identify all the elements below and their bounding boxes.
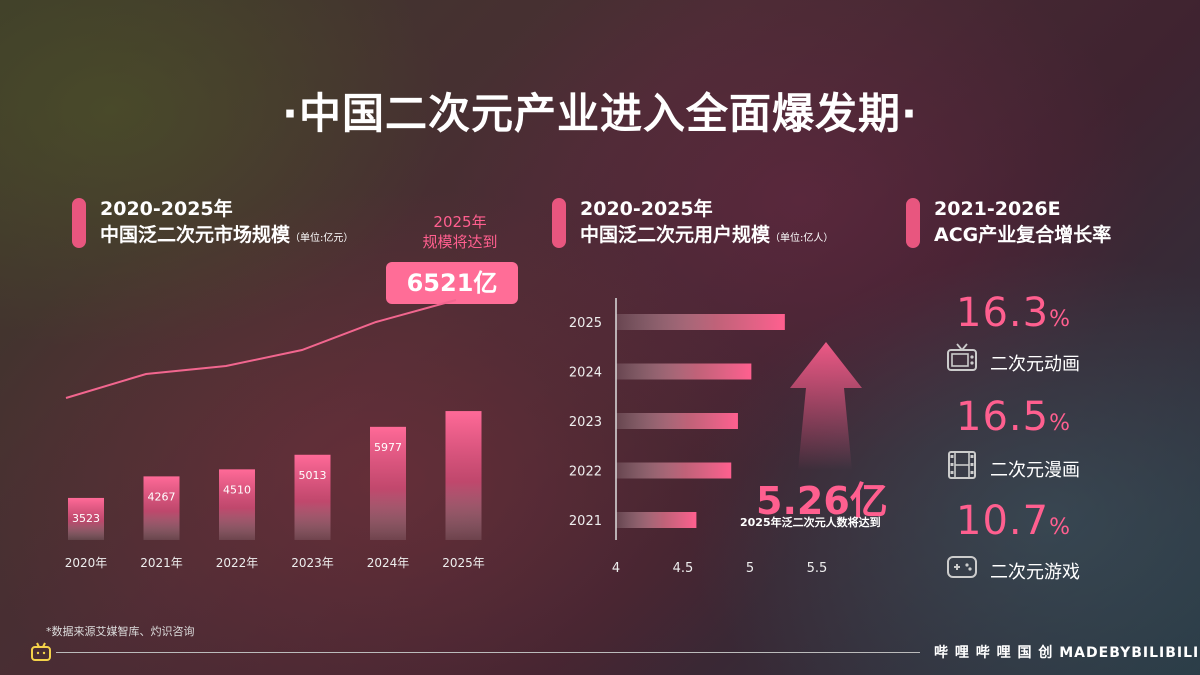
user-size-unit: （单位:亿人）: [770, 233, 834, 244]
market-note-line2: 规模将达到: [422, 233, 498, 251]
section-marker: [906, 198, 920, 248]
y-tick-2021: 2021: [569, 514, 602, 529]
games-rate: 10.7%: [956, 498, 1071, 544]
hbar-2022: [616, 462, 732, 479]
hbar-2021: [616, 512, 697, 528]
bar-label-2022年: 4510: [223, 483, 251, 496]
bar-2020年: [68, 497, 104, 540]
y-tick-2025: 2025: [569, 316, 602, 331]
games-label: 二次元游戏: [990, 562, 1080, 583]
bar-2022年: [219, 469, 255, 540]
bar-2023年: [294, 454, 331, 540]
x-tick-2023年: 2023年: [291, 556, 334, 570]
comics-label: 二次元漫画: [990, 460, 1080, 481]
hbar-2023: [616, 413, 738, 429]
market-size-unit: （单位:亿元）: [290, 233, 354, 244]
market-size-header: 2020-2025年 中国泛二次元市场规模（单位:亿元）: [100, 196, 353, 252]
x-tick-4: 4: [612, 561, 620, 576]
growth-rate-years: 2021-2026E: [934, 198, 1061, 220]
bar-2021年: [143, 476, 180, 540]
hbar-2024: [616, 363, 752, 380]
x-tick-5.5: 5.5: [807, 561, 828, 576]
bar-label-2023年: 5013: [299, 469, 327, 482]
x-tick-2025年: 2025年: [442, 556, 485, 570]
market-note-line1: 2025年: [433, 213, 487, 231]
x-tick-4.5: 4.5: [673, 561, 694, 576]
x-tick-5: 5: [746, 561, 754, 576]
user-size-header: 2020-2025年 中国泛二次元用户规模（单位:亿人）: [580, 196, 833, 252]
growth-rate-header: 2021-2026E ACG产业复合增长率: [934, 196, 1111, 248]
user-size-chart: 2025 2024 2023 2022 2021 4 4.5 5 5.5: [569, 298, 862, 576]
data-source-footnote: *数据来源艾媒智库、灼识咨询: [46, 625, 195, 638]
animation-label: 二次元动画: [990, 354, 1080, 375]
animation-rate: 16.3%: [956, 290, 1071, 336]
trend-line: [65, 299, 457, 399]
hbar-2025: [616, 314, 785, 330]
film-icon: [948, 451, 976, 479]
market-size-years: 2020-2025年: [100, 198, 233, 220]
market-size-chart: 3523 2020年 4267 2021年 4510 2022年 5013 2023年 5977…: [65, 299, 485, 570]
user-size-highlight: 5.26亿: [756, 479, 888, 523]
x-tick-2020年: 2020年: [65, 556, 108, 570]
market-size-title: 中国泛二次元市场规模: [100, 224, 291, 246]
x-tick-2021年: 2021年: [140, 556, 183, 570]
bar-2025年: [445, 411, 482, 540]
section-marker: [552, 198, 566, 248]
gamepad-icon: [947, 556, 977, 578]
y-tick-2022: 2022: [569, 465, 602, 480]
y-tick-2024: 2024: [569, 366, 602, 381]
bar-label-2024年: 5977: [374, 441, 402, 454]
growth-arrow-icon: [790, 342, 862, 470]
user-size-highlight-note: 2025年泛二次元人数将达到: [740, 516, 881, 529]
user-size-title: 中国泛二次元用户规模: [580, 224, 771, 246]
user-size-years: 2020-2025年: [580, 198, 713, 220]
bar-label-2020年: 3523: [72, 512, 100, 525]
section-marker: [72, 198, 86, 248]
brand-logo: 哔 哩 哔 哩 国 创 MADEBYBILIBILI: [934, 645, 1200, 661]
footer-divider: [56, 652, 920, 653]
market-size-note: 2025年 规模将达到: [410, 212, 510, 252]
y-tick-2023: 2023: [569, 415, 602, 430]
market-size-callout: 6521亿: [386, 262, 518, 304]
bar-2024年: [370, 426, 406, 540]
tv-icon: [947, 343, 977, 371]
x-tick-2022年: 2022年: [216, 556, 259, 570]
x-tick-2024年: 2024年: [367, 556, 410, 570]
bilibili-tv-icon: [31, 642, 51, 661]
page-title: ·中国二次元产业进入全面爆发期·: [282, 89, 918, 138]
bar-label-2021年: 4267: [148, 490, 176, 503]
comics-rate: 16.5%: [956, 394, 1071, 440]
growth-rate-title: ACG产业复合增长率: [934, 224, 1112, 246]
